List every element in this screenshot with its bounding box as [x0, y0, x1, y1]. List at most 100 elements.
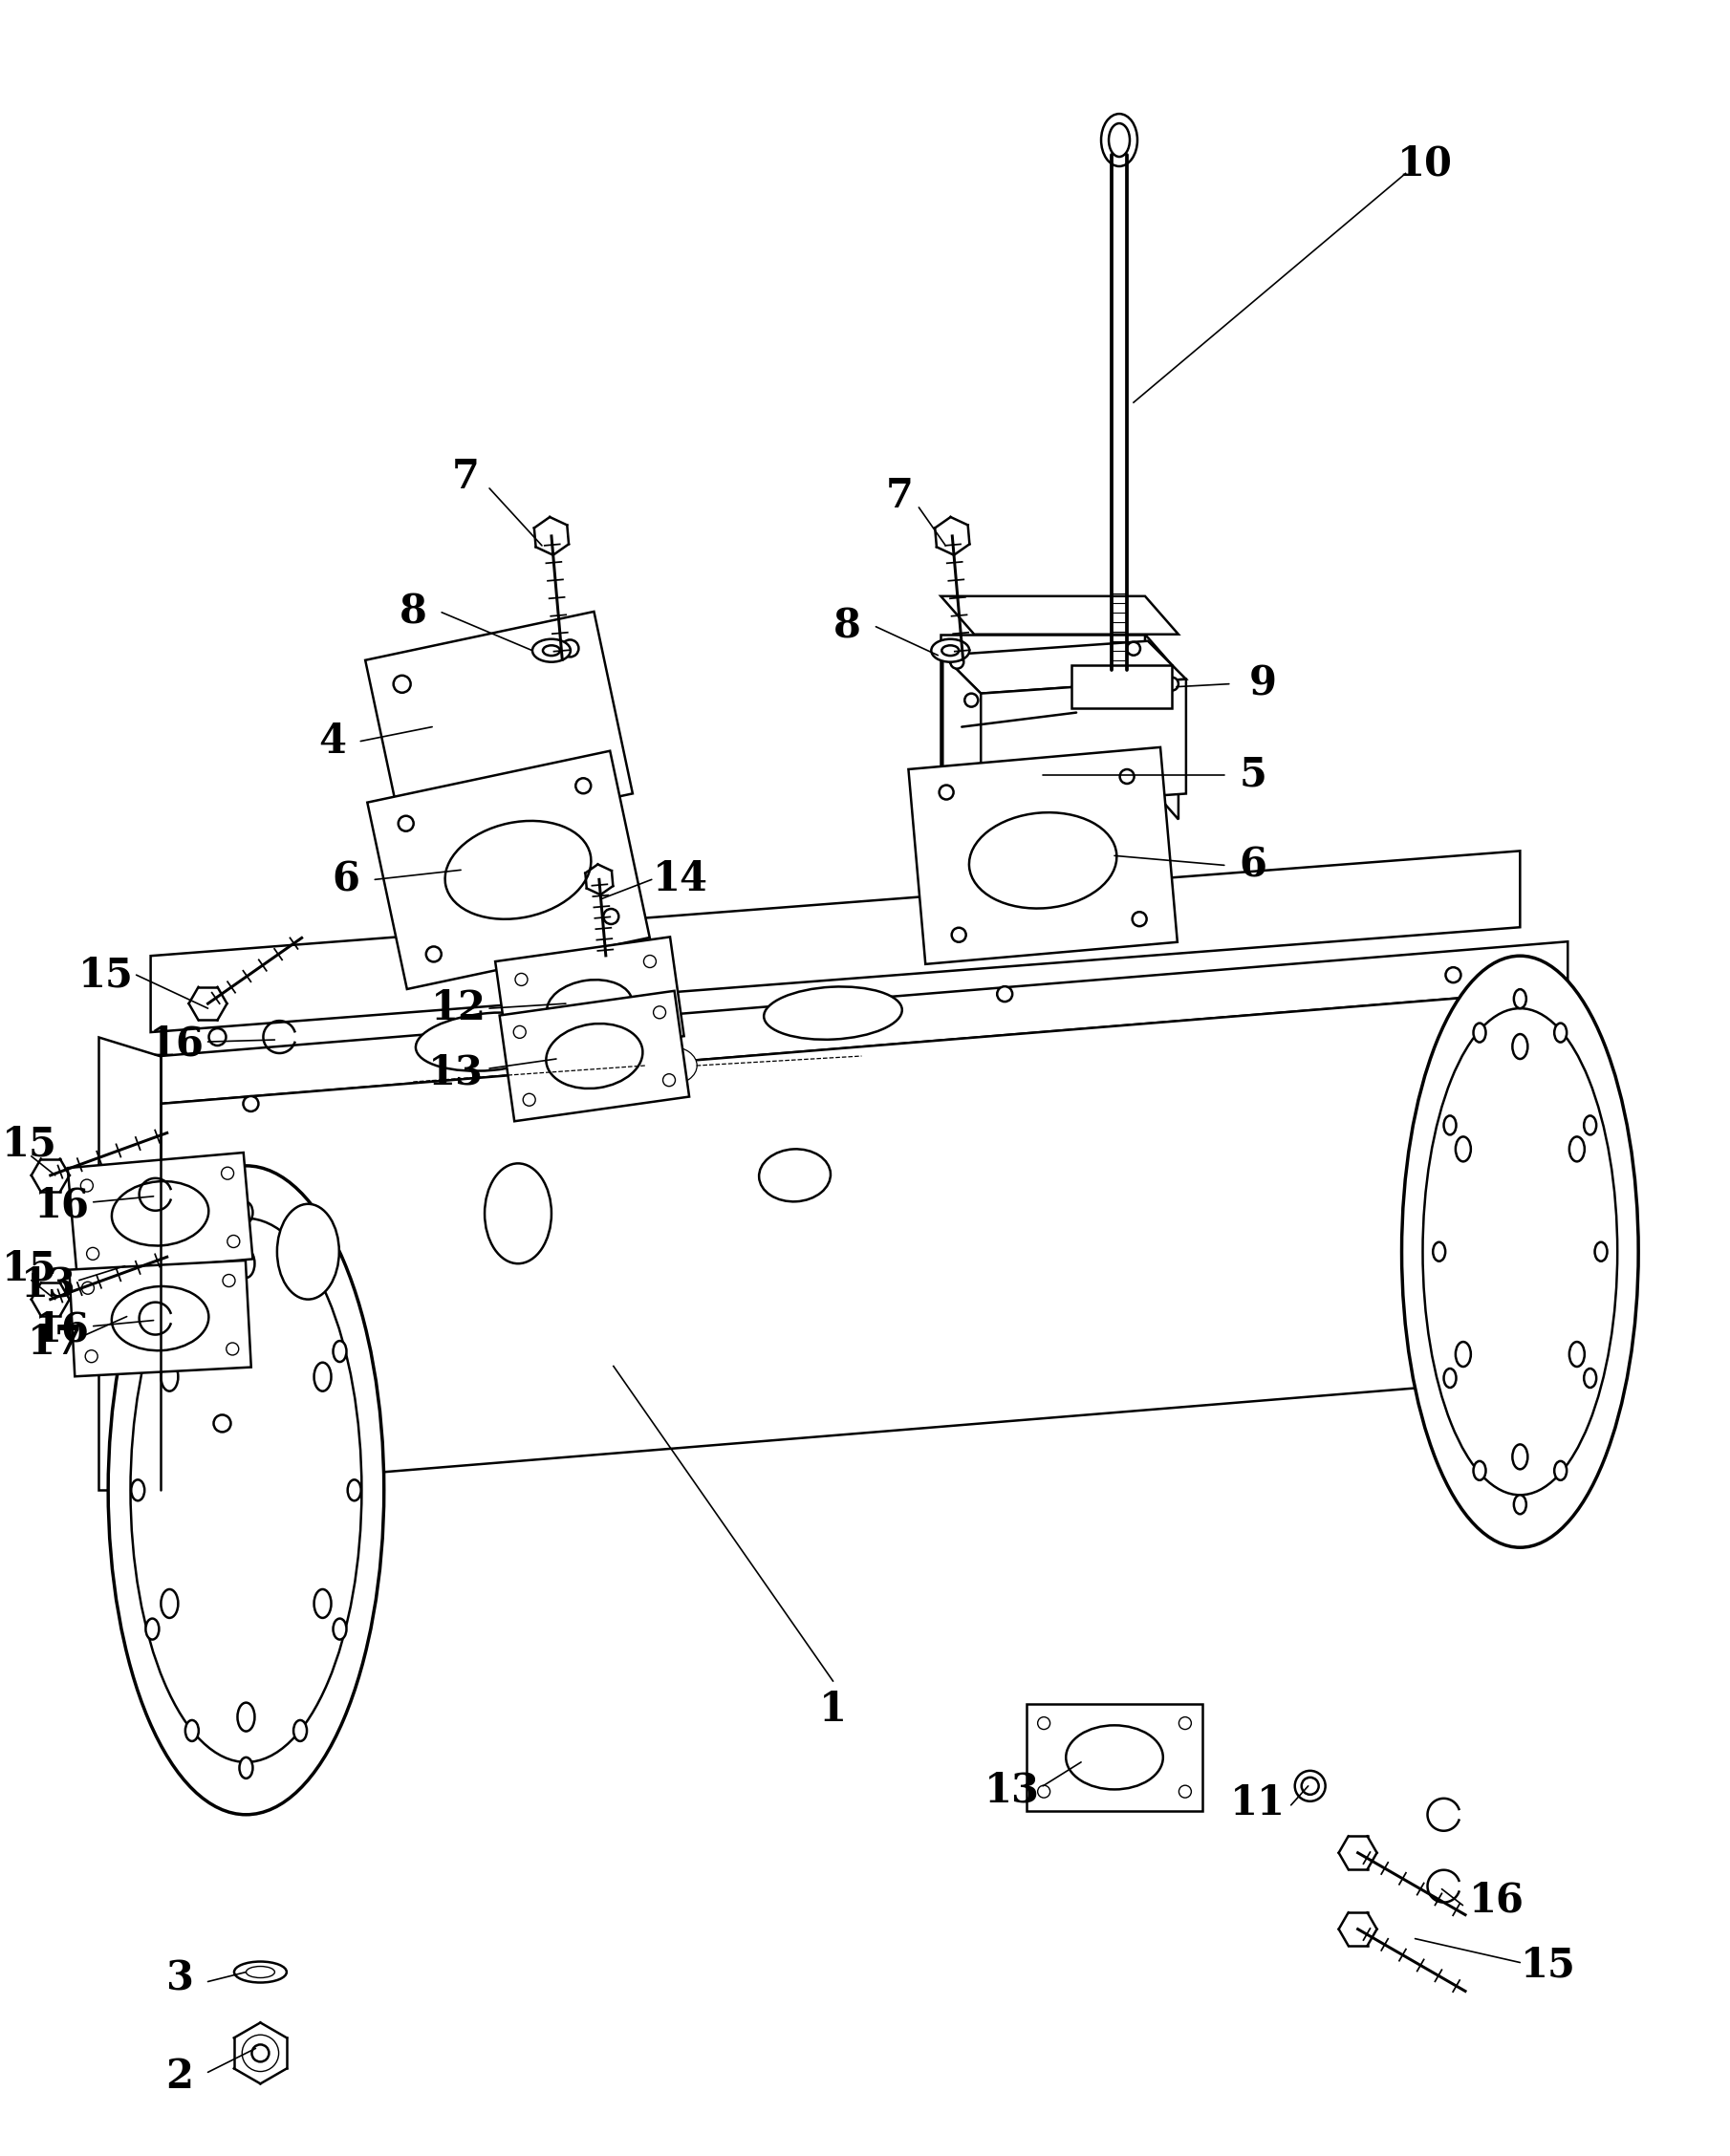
Ellipse shape: [294, 1720, 306, 1742]
Ellipse shape: [315, 1589, 330, 1617]
Polygon shape: [365, 612, 633, 843]
Text: 5: 5: [1239, 755, 1266, 796]
Ellipse shape: [1455, 1136, 1470, 1162]
Ellipse shape: [415, 1013, 564, 1072]
Polygon shape: [495, 938, 683, 1061]
Ellipse shape: [1585, 1115, 1597, 1134]
Text: 15: 15: [2, 1125, 57, 1164]
Ellipse shape: [965, 694, 977, 707]
Ellipse shape: [1038, 1716, 1050, 1729]
Polygon shape: [1071, 664, 1171, 707]
Ellipse shape: [1446, 968, 1460, 983]
Text: 7: 7: [886, 476, 913, 515]
Text: 9: 9: [1249, 664, 1277, 705]
Ellipse shape: [941, 645, 958, 655]
Ellipse shape: [1445, 1115, 1457, 1134]
Ellipse shape: [239, 1757, 253, 1779]
Ellipse shape: [131, 1479, 145, 1501]
Ellipse shape: [547, 1024, 642, 1089]
Text: 15: 15: [2, 1248, 57, 1289]
Ellipse shape: [85, 1350, 97, 1363]
Polygon shape: [367, 750, 650, 990]
Ellipse shape: [334, 1341, 346, 1363]
Ellipse shape: [522, 1093, 535, 1106]
Ellipse shape: [1514, 1494, 1526, 1514]
Ellipse shape: [1554, 1462, 1567, 1481]
Ellipse shape: [939, 785, 953, 800]
Ellipse shape: [514, 1026, 526, 1039]
Ellipse shape: [227, 1343, 239, 1356]
Ellipse shape: [996, 987, 1012, 1003]
Ellipse shape: [185, 1720, 199, 1742]
Ellipse shape: [1178, 1785, 1192, 1798]
Ellipse shape: [1178, 1716, 1192, 1729]
Ellipse shape: [239, 1203, 253, 1222]
Ellipse shape: [213, 1414, 230, 1432]
Ellipse shape: [1569, 1136, 1585, 1162]
Ellipse shape: [668, 1078, 673, 1082]
Ellipse shape: [1294, 1770, 1325, 1800]
Ellipse shape: [253, 2044, 268, 2061]
Polygon shape: [941, 634, 1145, 780]
Ellipse shape: [221, 1166, 234, 1179]
Ellipse shape: [145, 1341, 159, 1363]
Text: 8: 8: [400, 593, 427, 632]
Ellipse shape: [242, 2035, 279, 2072]
Polygon shape: [161, 942, 1567, 1104]
Polygon shape: [943, 655, 981, 808]
Ellipse shape: [645, 1046, 697, 1084]
Ellipse shape: [1133, 912, 1147, 927]
Polygon shape: [69, 1261, 251, 1376]
Text: 14: 14: [652, 860, 708, 899]
Ellipse shape: [484, 1164, 552, 1263]
Polygon shape: [908, 748, 1178, 964]
Text: 16: 16: [35, 1186, 90, 1227]
Text: 3: 3: [166, 1958, 194, 1999]
Ellipse shape: [678, 1078, 683, 1082]
Polygon shape: [151, 852, 1521, 1033]
Text: 4: 4: [318, 720, 346, 761]
Ellipse shape: [1455, 1341, 1470, 1367]
Ellipse shape: [244, 1095, 258, 1110]
Ellipse shape: [1164, 677, 1178, 690]
Text: 10: 10: [1396, 144, 1453, 183]
Ellipse shape: [223, 1274, 235, 1287]
Ellipse shape: [765, 987, 901, 1039]
Ellipse shape: [1401, 955, 1638, 1548]
Ellipse shape: [950, 655, 964, 668]
Text: 7: 7: [452, 457, 479, 496]
Ellipse shape: [237, 1248, 254, 1279]
Ellipse shape: [1554, 1024, 1567, 1041]
Ellipse shape: [81, 1283, 93, 1294]
Ellipse shape: [145, 1619, 159, 1639]
Text: 16: 16: [1469, 1880, 1524, 1921]
Ellipse shape: [161, 1589, 178, 1617]
Ellipse shape: [547, 979, 631, 1033]
Ellipse shape: [576, 778, 592, 793]
Ellipse shape: [1109, 123, 1130, 157]
Ellipse shape: [1514, 990, 1526, 1009]
Ellipse shape: [185, 1240, 199, 1261]
Ellipse shape: [1100, 114, 1137, 166]
Ellipse shape: [348, 1479, 362, 1501]
Text: 16: 16: [35, 1311, 90, 1350]
Ellipse shape: [952, 927, 965, 942]
Ellipse shape: [1422, 1009, 1618, 1494]
Text: 16: 16: [149, 1024, 204, 1063]
Text: 6: 6: [1239, 845, 1266, 886]
Ellipse shape: [663, 1074, 675, 1087]
Ellipse shape: [130, 1218, 362, 1761]
Ellipse shape: [334, 1619, 346, 1639]
Ellipse shape: [562, 640, 578, 658]
Text: 13: 13: [429, 1052, 484, 1093]
Ellipse shape: [445, 821, 592, 918]
Ellipse shape: [246, 1966, 275, 1977]
Ellipse shape: [1585, 1369, 1597, 1388]
Ellipse shape: [209, 1028, 227, 1046]
Ellipse shape: [1512, 1035, 1528, 1059]
Ellipse shape: [294, 1240, 306, 1261]
Polygon shape: [943, 640, 1187, 694]
Polygon shape: [1026, 1703, 1202, 1811]
Ellipse shape: [1432, 1242, 1445, 1261]
Ellipse shape: [604, 910, 619, 925]
